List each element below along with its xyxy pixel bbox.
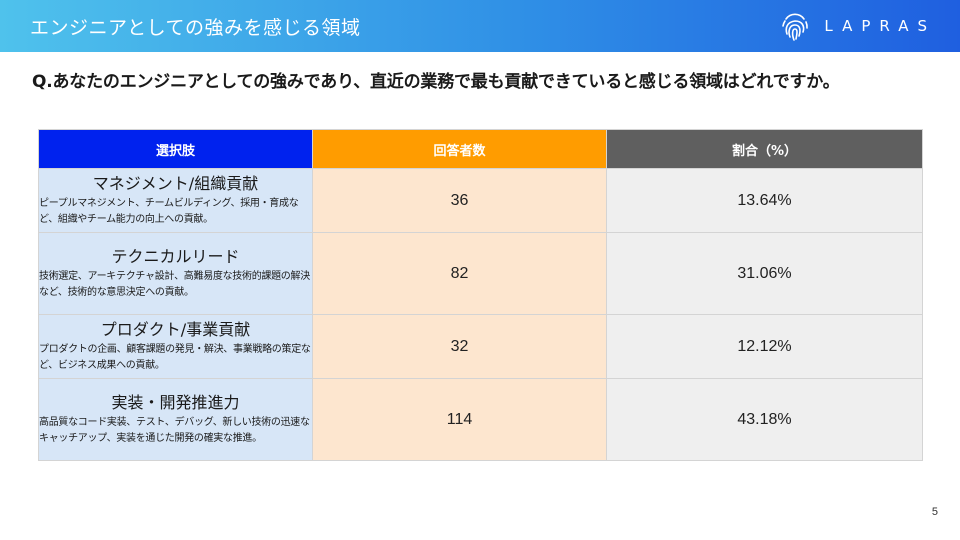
table-row: プロダクト/事業貢献 プロダクトの企画、顧客課題の発見・解決、事業戦略の策定など…: [38, 314, 923, 379]
option-title: プロダクト/事業貢献: [100, 319, 251, 339]
fingerprint-icon: [782, 13, 809, 41]
option-description: プロダクトの企画、顧客課題の発見・解決、事業戦略の策定など、ビジネス成果への貢献…: [39, 343, 311, 371]
logo-text: LAPRAS: [824, 17, 936, 35]
header-bar: エンジニアとしての強みを感じる領域 LAPRAS: [0, 0, 960, 52]
results-table: 選択肢 回答者数 割合（%） マネジメント/組織貢献 ピープルマネジメント、チー…: [38, 129, 923, 461]
column-header-count: 回答者数: [312, 129, 607, 169]
option-cell: テクニカルリード 技術選定、アーキテクチャ設計、高難易度な技術的課題の解決など、…: [38, 232, 313, 315]
table-row: 実装・開発推進力 高品質なコード実装、テスト、デバッグ、新しい技術の迅速なキャッ…: [38, 378, 923, 461]
lapras-logo: LAPRAS: [780, 10, 936, 42]
column-header-option: 選択肢: [38, 129, 313, 169]
option-title: 実装・開発推進力: [111, 392, 240, 412]
percent-cell: 13.64%: [606, 168, 923, 233]
option-description: ピープルマネジメント、チームビルディング、採用・育成など、組織やチーム能力の向上…: [39, 197, 299, 225]
page-number: 5: [931, 506, 938, 518]
option-description: 高品質なコード実装、テスト、デバッグ、新しい技術の迅速なキャッチアップ、実装を通…: [39, 416, 310, 444]
option-description: 技術選定、アーキテクチャ設計、高難易度な技術的課題の解決など、技術的な意思決定へ…: [39, 270, 310, 298]
table-row: テクニカルリード 技術選定、アーキテクチャ設計、高難易度な技術的課題の解決など、…: [38, 232, 923, 315]
count-cell: 36: [312, 168, 607, 233]
percent-cell: 12.12%: [606, 314, 923, 379]
slide-title: エンジニアとしての強みを感じる領域: [30, 17, 361, 39]
count-cell: 114: [312, 378, 607, 461]
option-title: マネジメント/組織貢献: [92, 173, 259, 193]
option-title: テクニカルリード: [111, 246, 240, 266]
option-cell: プロダクト/事業貢献 プロダクトの企画、顧客課題の発見・解決、事業戦略の策定など…: [38, 314, 313, 379]
count-cell: 82: [312, 232, 607, 315]
option-cell: マネジメント/組織貢献 ピープルマネジメント、チームビルディング、採用・育成など…: [38, 168, 313, 233]
table-header-row: 選択肢 回答者数 割合（%）: [38, 129, 923, 169]
percent-cell: 31.06%: [606, 232, 923, 315]
percent-cell: 43.18%: [606, 378, 923, 461]
column-header-percent: 割合（%）: [606, 129, 923, 169]
table-row: マネジメント/組織貢献 ピープルマネジメント、チームビルディング、採用・育成など…: [38, 168, 923, 233]
count-cell: 32: [312, 314, 607, 379]
survey-question: Q.あなたのエンジニアとしての強みであり、直近の業務で最も貢献できていると感じる…: [32, 72, 840, 92]
option-cell: 実装・開発推進力 高品質なコード実装、テスト、デバッグ、新しい技術の迅速なキャッ…: [38, 378, 313, 461]
